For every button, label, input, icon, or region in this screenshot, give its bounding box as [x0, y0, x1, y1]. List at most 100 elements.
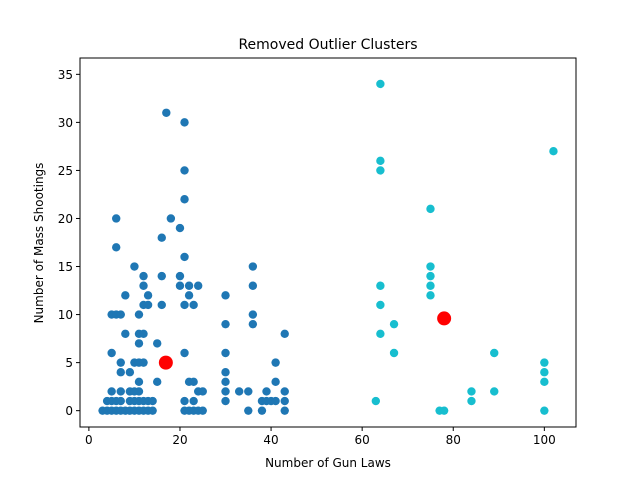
data-point-cluster-1 — [134, 310, 144, 319]
data-point-cluster-2 — [490, 387, 499, 396]
data-point-cluster-2 — [439, 406, 449, 415]
y-axis-ticks: 0 5 10 15 20 25 30 35 — [58, 68, 80, 418]
x-tick-label: 40 — [263, 433, 278, 447]
x-tick-label: 60 — [355, 433, 370, 447]
data-point-cluster-2 — [389, 348, 399, 358]
data-point-cluster-2 — [376, 329, 385, 338]
y-tick-label: 0 — [65, 404, 73, 418]
data-point-cluster-2 — [376, 156, 385, 166]
x-axis-ticks: 0 20 40 60 80 100 — [85, 427, 556, 447]
data-point-cluster-1 — [180, 166, 189, 175]
data-point-cluster-1 — [175, 281, 185, 290]
data-point-cluster-1 — [153, 377, 162, 387]
data-point-cluster-1 — [221, 387, 230, 396]
x-tick-label: 100 — [533, 433, 556, 447]
data-point-cluster-2 — [490, 348, 499, 358]
data-point-cluster-1 — [189, 377, 198, 387]
data-point-cluster-1 — [271, 396, 280, 406]
data-point-cluster-1 — [139, 281, 148, 290]
data-point-cluster-2 — [426, 262, 435, 271]
data-point-cluster-2 — [426, 291, 435, 300]
y-tick-label: 30 — [58, 116, 73, 130]
data-point-cluster-1 — [221, 319, 230, 329]
data-point-cluster-1 — [198, 406, 207, 415]
data-point-cluster-2 — [376, 79, 385, 89]
cluster-centroids — [158, 311, 452, 370]
data-point-cluster-2 — [376, 166, 385, 175]
data-point-cluster-2 — [376, 300, 385, 310]
data-point-cluster-2 — [540, 358, 549, 367]
x-axis-label: Number of Gun Laws — [265, 456, 391, 470]
data-point-cluster-1 — [262, 387, 271, 396]
data-point-cluster-1 — [143, 291, 153, 300]
data-point-cluster-1 — [157, 233, 166, 242]
data-point-cluster-1 — [139, 358, 148, 367]
y-axis-label: Number of Mass Shootings — [32, 163, 46, 324]
data-point-cluster-1 — [134, 387, 144, 396]
data-points — [98, 79, 558, 415]
data-point-cluster-1 — [116, 310, 125, 319]
y-tick-label: 5 — [65, 356, 73, 370]
data-point-cluster-1 — [280, 396, 289, 406]
data-point-cluster-1 — [280, 387, 289, 396]
data-point-cluster-1 — [157, 300, 166, 310]
data-point-cluster-1 — [175, 271, 185, 281]
data-point-cluster-1 — [189, 300, 198, 310]
data-point-cluster-1 — [134, 377, 144, 387]
data-point-cluster-1 — [248, 319, 258, 329]
data-point-cluster-2 — [426, 271, 435, 281]
data-point-cluster-2 — [389, 319, 399, 329]
data-point-cluster-1 — [244, 406, 253, 415]
data-point-cluster-1 — [116, 358, 125, 367]
data-point-cluster-2 — [467, 387, 476, 396]
data-point-cluster-2 — [426, 281, 435, 290]
data-point-cluster-2 — [540, 377, 549, 387]
data-point-cluster-1 — [143, 300, 153, 310]
data-point-cluster-1 — [280, 329, 289, 338]
y-tick-label: 20 — [58, 212, 73, 226]
data-point-cluster-2 — [540, 406, 549, 415]
data-point-cluster-1 — [180, 396, 189, 406]
data-point-cluster-1 — [180, 195, 189, 204]
y-tick-label: 35 — [58, 68, 73, 82]
data-point-cluster-1 — [157, 271, 166, 281]
data-point-cluster-1 — [121, 291, 130, 300]
data-point-cluster-2 — [540, 368, 549, 377]
x-tick-label: 20 — [172, 433, 187, 447]
data-point-cluster-1 — [107, 387, 116, 396]
data-point-cluster-1 — [116, 368, 125, 377]
data-point-cluster-1 — [184, 291, 194, 300]
data-point-cluster-1 — [248, 281, 258, 290]
data-point-cluster-1 — [234, 387, 244, 396]
data-point-cluster-1 — [180, 252, 189, 262]
data-point-cluster-1 — [112, 214, 121, 223]
data-point-cluster-1 — [257, 406, 267, 415]
plot-area — [80, 58, 576, 427]
plot-frame — [79, 57, 577, 428]
data-point-cluster-1 — [221, 396, 230, 406]
data-point-cluster-1 — [248, 310, 258, 319]
data-point-cluster-1 — [153, 339, 162, 348]
data-point-cluster-1 — [130, 262, 139, 271]
data-point-cluster-1 — [107, 348, 116, 358]
data-point-cluster-1 — [112, 243, 121, 252]
data-point-cluster-1 — [180, 118, 189, 127]
data-point-cluster-2 — [549, 147, 558, 156]
data-point-cluster-1 — [193, 281, 203, 290]
data-point-cluster-1 — [189, 396, 198, 406]
data-point-cluster-1 — [125, 368, 135, 377]
data-point-cluster-1 — [221, 377, 230, 387]
data-point-cluster-2 — [376, 281, 385, 290]
data-point-cluster-1 — [198, 387, 207, 396]
data-point-cluster-1 — [139, 271, 148, 281]
data-point-cluster-1 — [271, 377, 280, 387]
y-tick-label: 25 — [58, 164, 73, 178]
data-point-cluster-1 — [116, 396, 125, 406]
data-point-cluster-1 — [184, 281, 194, 290]
data-point-cluster-1 — [139, 329, 148, 338]
x-tick-label: 0 — [85, 433, 93, 447]
data-point-cluster-1 — [148, 396, 157, 406]
data-point-cluster-1 — [244, 387, 253, 396]
data-point-cluster-1 — [166, 214, 176, 223]
